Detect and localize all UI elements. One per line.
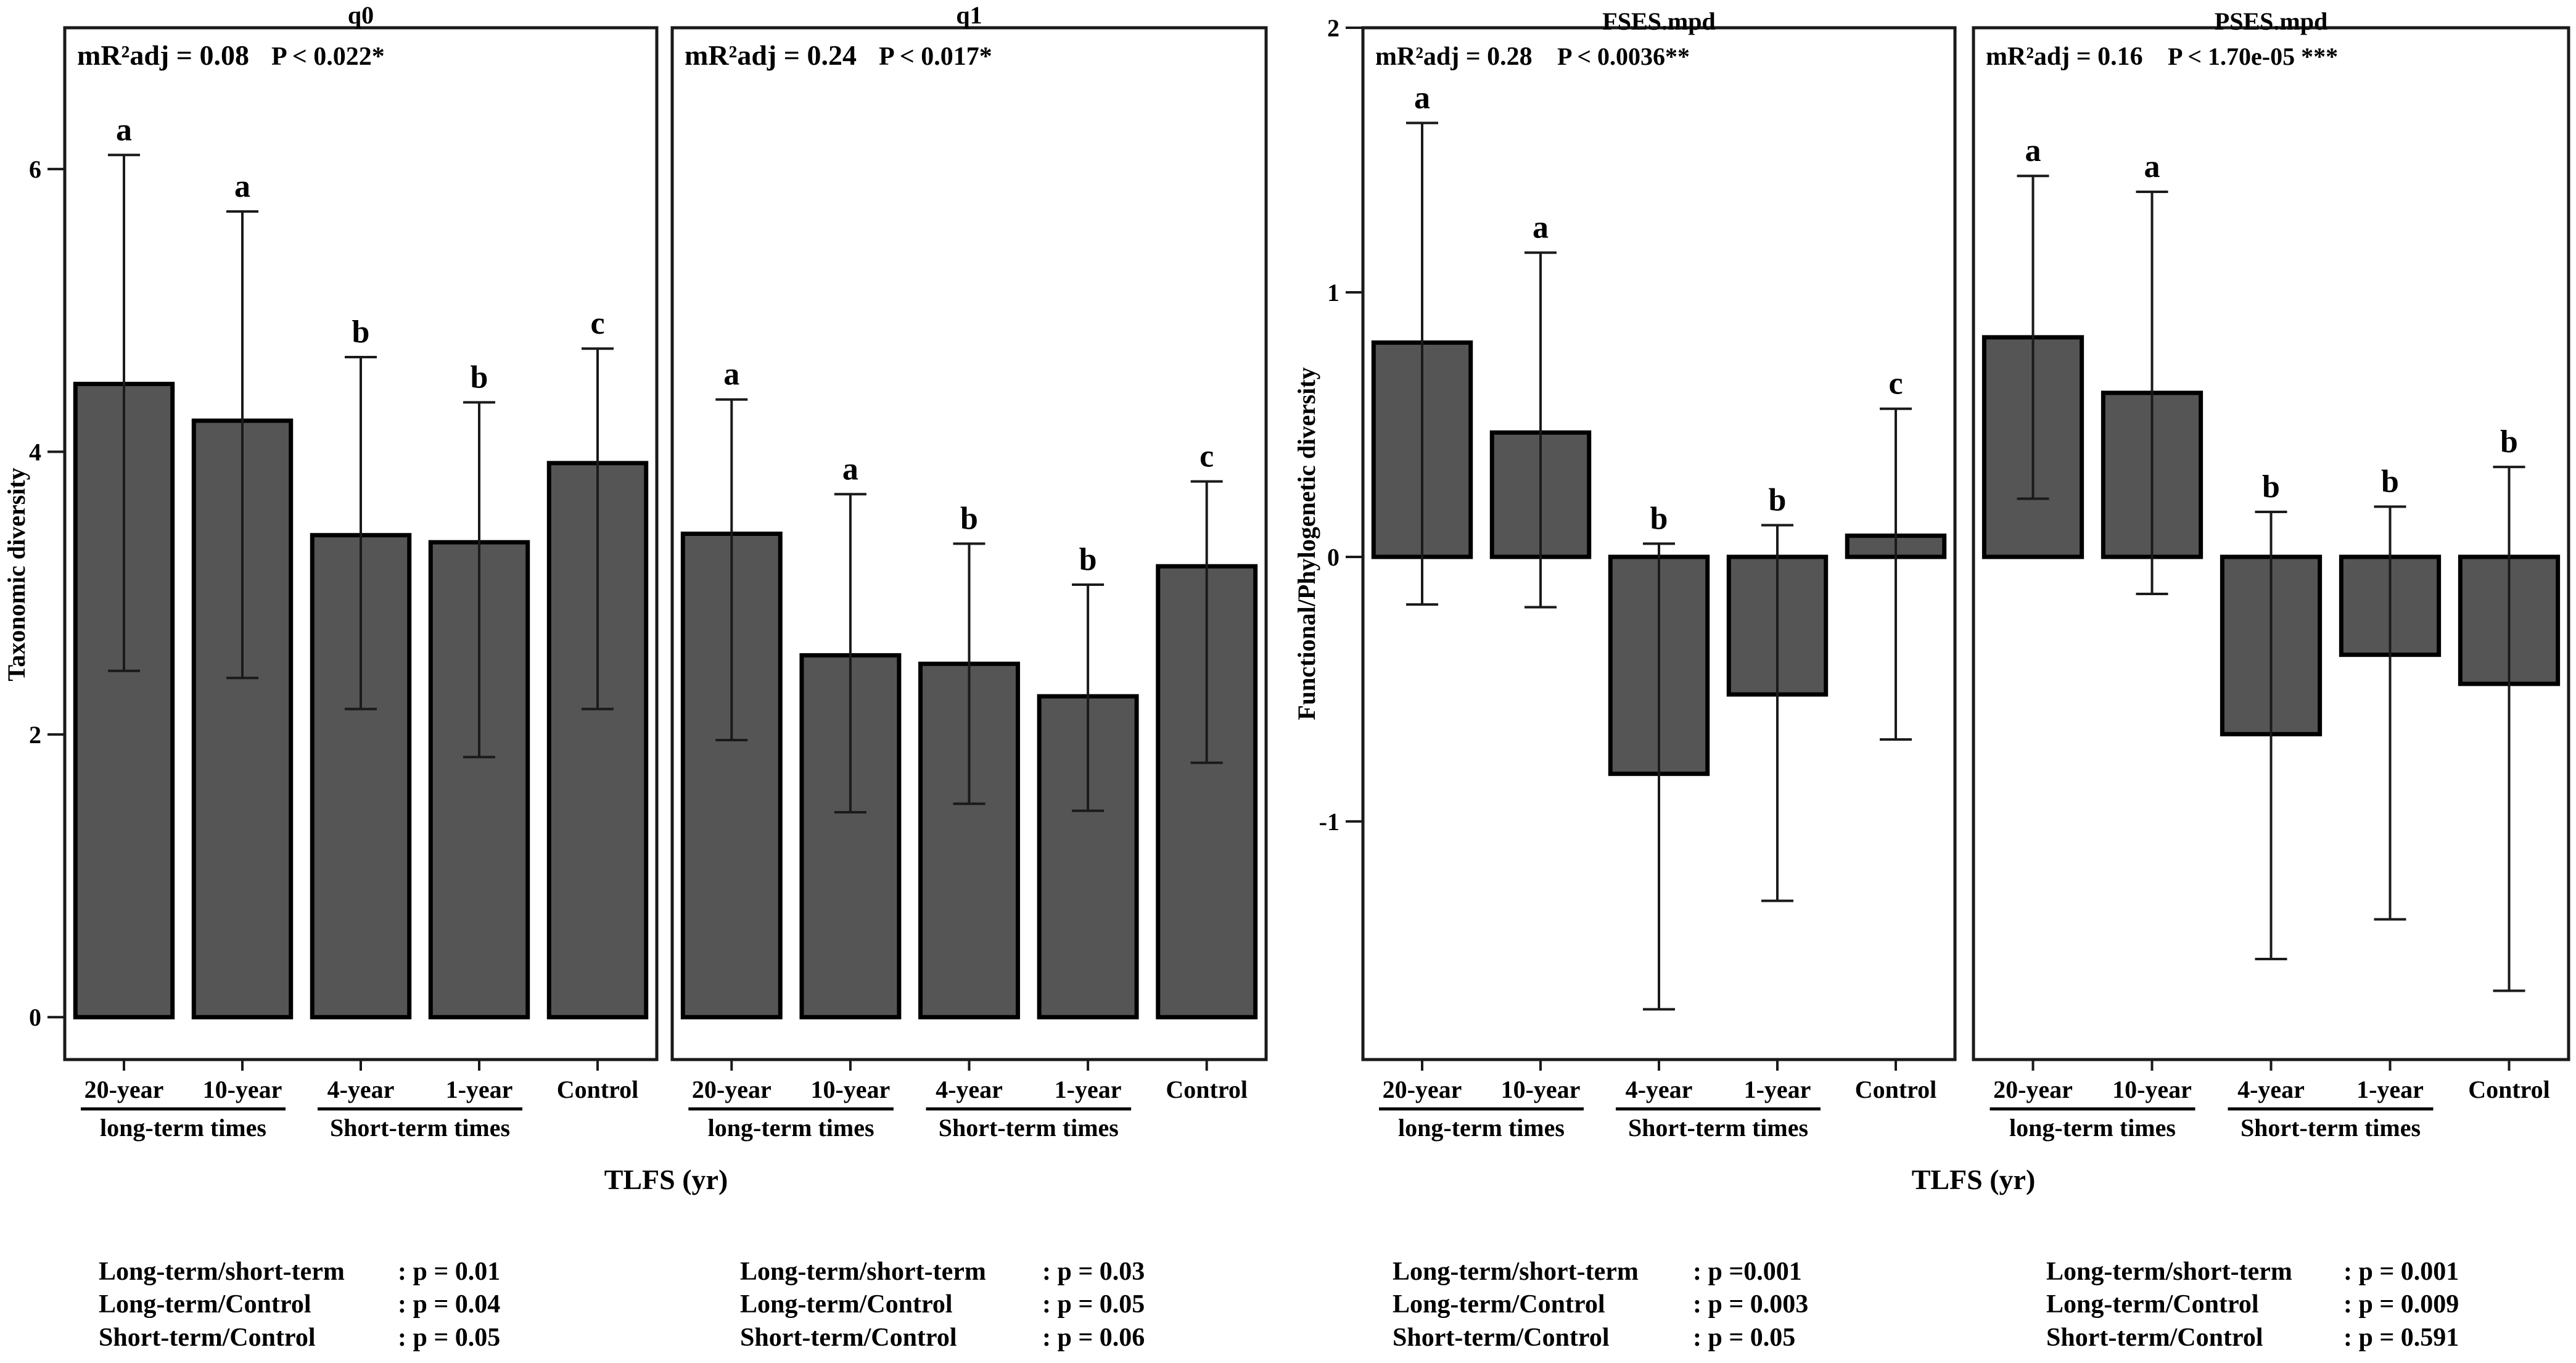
- comparison-label: Short-term/Control: [740, 1324, 957, 1352]
- x-tick-label: 20-year: [692, 1076, 772, 1103]
- x-tick-label: 20-year: [1383, 1076, 1462, 1103]
- x-tick-label: Control: [1855, 1076, 1937, 1103]
- comparison-label: Long-term/Control: [99, 1290, 311, 1319]
- comparison-label: Long-term/short-term: [99, 1258, 345, 1286]
- x-axis-label-taxonomic: TLFS (yr): [604, 1164, 728, 1195]
- comparison-p-value: : p = 0.001: [2344, 1258, 2459, 1286]
- x-tick-label: 1-year: [446, 1076, 513, 1103]
- significance-letter: a: [723, 357, 739, 392]
- y-axis-label: Functional/Phylogenetic diversity: [1293, 367, 1320, 720]
- comparison-p-value: : p =0.001: [1693, 1258, 1802, 1286]
- x-tick-label: 1-year: [1744, 1076, 1811, 1103]
- comparison-label: Long-term/short-term: [1393, 1258, 1639, 1286]
- x-tick-label: 4-year: [936, 1076, 1003, 1103]
- panel-title: q0: [348, 1, 374, 29]
- significance-letter: a: [1533, 210, 1549, 245]
- group-label-short-term: Short-term times: [330, 1114, 510, 1142]
- r2-label: mR²adj = 0.28: [1375, 43, 1533, 71]
- comparison-label: Long-term/Control: [1393, 1290, 1605, 1319]
- r2-label: mR²adj = 0.24: [685, 39, 857, 71]
- group-label-long-term: long-term times: [1398, 1114, 1565, 1142]
- comparison-p-value: : p = 0.05: [398, 1324, 500, 1352]
- significance-letter: b: [2381, 464, 2399, 499]
- comparison-p-value: : p = 0.003: [1693, 1290, 1808, 1319]
- significance-letter: b: [1079, 542, 1097, 577]
- comparison-p-value: : p = 0.03: [1042, 1258, 1145, 1286]
- y-tick-label: 0: [1327, 543, 1339, 571]
- y-tick-label: -1: [1319, 808, 1339, 836]
- comparison-label: Short-term/Control: [1393, 1324, 1609, 1352]
- group-label-short-term: Short-term times: [939, 1114, 1119, 1142]
- significance-letter: b: [1769, 482, 1787, 517]
- x-tick-label: Control: [1166, 1076, 1248, 1103]
- panel-title: FSES.mpd: [1602, 7, 1715, 35]
- significance-letter: b: [352, 315, 370, 350]
- significance-letter: b: [960, 501, 978, 537]
- x-tick-label: 10-year: [203, 1076, 282, 1103]
- y-tick-label: 0: [29, 1003, 41, 1031]
- x-tick-label: 10-year: [2112, 1076, 2192, 1103]
- comparison-p-value: : p = 0.06: [1042, 1324, 1145, 1352]
- y-tick-label: 2: [29, 721, 41, 749]
- p-value-label: P < 1.70e-05 ***: [2168, 43, 2338, 70]
- x-tick-label: 10-year: [810, 1076, 890, 1103]
- x-tick-label: 4-year: [1626, 1076, 1693, 1103]
- x-tick-label: 20-year: [1993, 1076, 2073, 1103]
- significance-letter: a: [2144, 149, 2160, 184]
- comparison-p-value: : p = 0.591: [2344, 1324, 2459, 1352]
- p-value-label: P < 0.017*: [879, 43, 992, 71]
- y-tick-label: 6: [29, 155, 41, 183]
- group-label-short-term: Short-term times: [1628, 1114, 1808, 1142]
- group-label-long-term: long-term times: [708, 1114, 874, 1142]
- group-label-long-term: long-term times: [100, 1114, 266, 1142]
- x-tick-label: 10-year: [1501, 1076, 1581, 1103]
- x-tick-label: 1-year: [1055, 1076, 1122, 1103]
- comparison-label: Long-term/Control: [740, 1290, 953, 1319]
- comparison-label: Short-term/Control: [2046, 1324, 2263, 1352]
- comparison-label: Long-term/Control: [2046, 1290, 2259, 1319]
- comparison-label: Short-term/Control: [99, 1324, 315, 1352]
- comparison-label: Long-term/short-term: [2046, 1258, 2292, 1286]
- significance-letter: a: [2025, 133, 2041, 168]
- x-tick-label: 4-year: [327, 1076, 395, 1103]
- group-label-short-term: Short-term times: [2241, 1114, 2421, 1142]
- x-tick-label: 4-year: [2237, 1076, 2305, 1103]
- significance-letter: a: [234, 169, 250, 204]
- comparison-p-value: : p = 0.05: [1693, 1324, 1795, 1352]
- significance-letter: b: [2262, 469, 2280, 504]
- y-tick-label: 1: [1327, 279, 1339, 307]
- panel-title: q1: [956, 1, 982, 29]
- p-value-label: P < 0.0036**: [1557, 43, 1690, 70]
- p-value-label: P < 0.022*: [271, 43, 385, 71]
- comparison-label: Long-term/short-term: [740, 1258, 986, 1286]
- x-tick-label: Control: [2468, 1076, 2550, 1103]
- r2-label: mR²adj = 0.08: [77, 39, 249, 71]
- comparison-p-value: : p = 0.04: [398, 1290, 500, 1319]
- panel-title: PSES.mpd: [2215, 7, 2327, 35]
- y-tick-label: 2: [1327, 14, 1339, 42]
- significance-letter: c: [1200, 439, 1214, 474]
- comparison-p-value: : p = 0.05: [1042, 1290, 1145, 1319]
- significance-letter: b: [2500, 424, 2518, 459]
- group-label-long-term: long-term times: [2009, 1114, 2176, 1142]
- significance-letter: b: [471, 360, 488, 395]
- significance-letter: a: [1414, 80, 1430, 115]
- significance-letter: b: [1650, 501, 1668, 537]
- y-axis-label: Taxonomic diversity: [2, 467, 30, 681]
- x-tick-label: 1-year: [2356, 1076, 2424, 1103]
- significance-letter: c: [1888, 366, 1903, 401]
- x-tick-label: Control: [557, 1076, 639, 1103]
- comparison-p-value: : p = 0.01: [398, 1258, 500, 1286]
- x-tick-label: 20-year: [84, 1076, 164, 1103]
- x-axis-label-functional: TLFS (yr): [1912, 1164, 2036, 1195]
- significance-letter: c: [590, 306, 604, 341]
- comparison-p-value: : p = 0.009: [2344, 1290, 2459, 1319]
- significance-letter: a: [116, 112, 132, 147]
- significance-letter: a: [842, 451, 858, 487]
- r2-label: mR²adj = 0.16: [1986, 43, 2143, 71]
- y-tick-label: 4: [29, 439, 41, 466]
